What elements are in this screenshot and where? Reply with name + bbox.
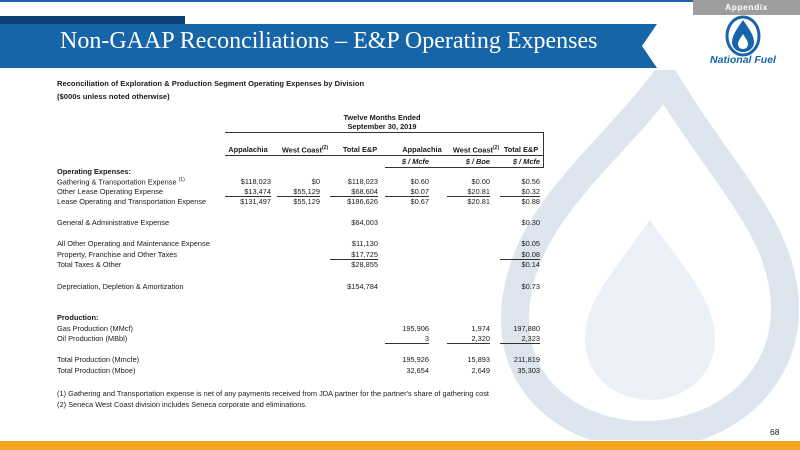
table-cell: $0.30 [521,218,541,227]
table-cell: $0.32 [500,187,540,197]
table-cell: $186,626 [347,197,378,206]
row-label-gathering: Gathering & Transportation Expense (1) [57,177,185,187]
title-banner-left [0,24,60,68]
table-cell: $0 [311,177,320,186]
unit-mcfe-total: $ / Mcfe [512,157,540,166]
col-header-west-coast: West Coast(2) [281,145,329,155]
header-rule [225,155,543,156]
table-cell: 2,649 [471,366,491,375]
table-cell: 1,974 [471,324,491,333]
table-cell: $154,784 [347,282,378,291]
table-cell: 197,880 [513,324,540,333]
appendix-tab: Appendix [693,0,800,15]
unit-mcfe-appalachia: $ / Mcfe [401,157,429,166]
table-cell: $0.07 [385,187,429,197]
row-label-lease-op-transport: Lease Operating and Transportation Expen… [57,197,207,206]
bottom-accent-bar [0,441,800,450]
table-cell: $131,497 [240,197,271,206]
table-cell: $68,604 [330,187,378,197]
unit-rule [385,167,543,168]
col-header-appalachia: Appalachia [228,145,268,154]
row-label-total-mboe: Total Production (Mboe) [57,366,136,375]
table-cell: 32,654 [406,366,429,375]
table-cell: $0.00 [471,177,491,186]
row-label-total-mmcfe: Total Production (Mmcfe) [57,355,140,364]
row-label-oil-production: Oil Production (MBbl) [57,334,128,343]
table-cell: 2,320 [447,334,490,344]
table-cell: $0.67 [410,197,430,206]
row-label-dd-and-a: Depreciation, Depletion & Amortization [57,282,184,291]
logo-wordmark: National Fuel [710,54,776,66]
table-cell: $55,129 [277,187,320,197]
row-label-other-om: All Other Operating and Maintenance Expe… [57,239,210,248]
report-subtitle: Reconciliation of Exploration & Producti… [57,79,365,88]
banner-shadow [0,16,185,24]
table-cell: $118,023 [347,177,378,186]
period-rule [225,132,543,133]
table-cell: $0.05 [521,239,541,248]
row-label-property-taxes: Property, Franchise and Other Taxes [57,250,178,259]
unit-boe-west-coast: $ / Boe [465,157,490,166]
top-rule [0,0,800,2]
units-note: ($000s unless noted otherwise) [57,92,170,101]
table-cell: $64,003 [351,218,378,227]
table-cell: 195,906 [402,324,429,333]
row-label-other-lease: Other Lease Operating Expense [57,187,163,196]
footnote-1: (1) Gathering and Transportation expense… [57,389,489,398]
col-header-appalachia-unit: Appalachia [402,145,442,154]
table-cell: 3 [385,334,429,344]
table-cell: $55,129 [293,197,320,206]
page-number: 68 [770,427,780,437]
table-cell: 211,819 [513,355,540,364]
table-cell: $20.81 [447,187,490,197]
period-date: September 30, 2019 [347,122,417,131]
title-banner [57,24,657,68]
table-cell: 2,323 [500,334,540,344]
table-cell: $0.73 [521,282,541,291]
table-cell: $20.81 [467,197,490,206]
period-label: Twelve Months Ended [343,113,421,122]
row-label-g-and-a: General & Administrative Expense [57,218,170,227]
row-label-total-taxes: Total Taxes & Other [57,260,122,269]
table-cell: $0.08 [500,250,540,260]
table-cell: $0.14 [521,260,541,269]
national-fuel-logo [725,15,761,57]
table-cell: $0.88 [521,197,541,206]
table-cell: $0.56 [521,177,541,186]
table-right-border [543,132,544,168]
col-header-total-unit: Total E&P [503,145,539,154]
row-label-gas-production: Gas Production (MMcf) [57,324,133,333]
table-cell: 195,926 [402,355,429,364]
table-cell: $17,725 [330,250,378,260]
footnote-2: (2) Seneca West Coast division includes … [57,400,308,409]
table-cell: 15,893 [467,355,490,364]
flame-watermark [500,70,800,440]
table-cell: $11,130 [351,239,378,248]
section-production: Production: [57,313,99,322]
table-cell: $118,023 [240,177,271,186]
table-cell: $28,855 [351,260,378,269]
col-header-west-coast-unit: West Coast(2) [452,145,500,155]
page-title: Non-GAAP Reconciliations – E&P Operating… [60,28,598,54]
table-cell: 35,303 [517,366,540,375]
section-operating-expenses: Operating Expenses: [57,167,131,176]
table-cell: $0.60 [410,177,430,186]
table-cell: $13,474 [225,187,271,197]
col-header-total: Total E&P [342,145,378,154]
